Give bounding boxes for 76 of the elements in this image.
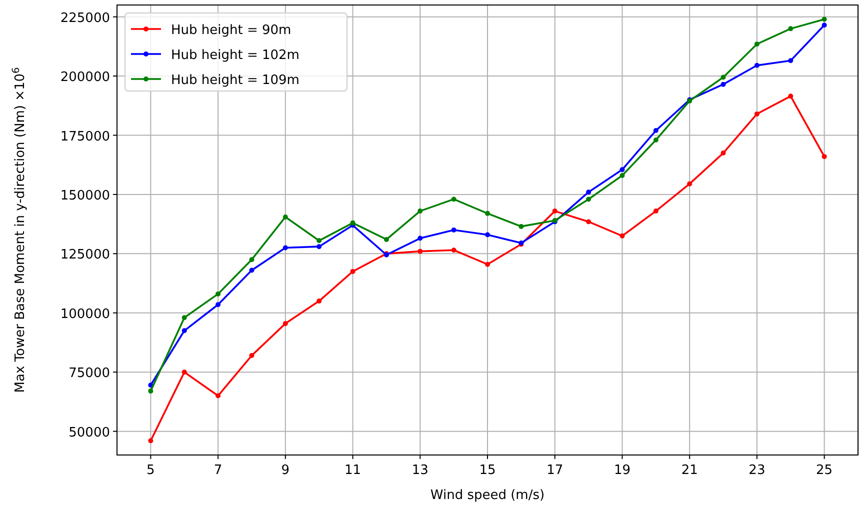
- point: [754, 62, 760, 68]
- point: [148, 388, 154, 394]
- point: [148, 438, 154, 444]
- legend-label: Hub height = 109m: [171, 73, 300, 88]
- point: [282, 214, 288, 220]
- point: [249, 353, 254, 358]
- y-tick-label: 50000: [68, 425, 110, 440]
- point: [485, 262, 490, 267]
- point: [822, 154, 827, 160]
- point: [788, 58, 794, 64]
- y-tick-label: 75000: [68, 366, 110, 382]
- y-tick-label: 125000: [60, 248, 110, 263]
- point: [720, 150, 726, 156]
- point: [687, 181, 692, 186]
- point: [182, 370, 187, 375]
- point: [788, 26, 794, 32]
- point: [720, 82, 726, 87]
- point: [384, 236, 389, 242]
- point: [518, 224, 524, 229]
- point: [552, 208, 558, 214]
- point: [653, 208, 658, 214]
- point: [282, 321, 288, 326]
- point: [451, 196, 456, 202]
- y-tick-label: 200000: [60, 70, 110, 86]
- x-tick-label: 9: [281, 463, 290, 478]
- point: [485, 210, 490, 216]
- point: [216, 302, 221, 308]
- x-tick-label: 7: [214, 463, 222, 478]
- point: [182, 315, 187, 320]
- point: [586, 196, 592, 202]
- point: [620, 173, 625, 178]
- point: [586, 190, 592, 195]
- point: [216, 291, 221, 296]
- point: [451, 248, 456, 253]
- point: [316, 244, 322, 250]
- y-tick-label: 225000: [60, 10, 110, 26]
- point: [754, 42, 760, 47]
- point: [249, 257, 254, 262]
- point: [282, 245, 288, 250]
- legend-label: Hub height = 102m: [171, 48, 300, 63]
- point: [620, 233, 625, 238]
- point: [316, 298, 322, 304]
- point: [418, 236, 423, 241]
- point: [350, 220, 356, 226]
- point: [451, 228, 456, 232]
- point: [485, 232, 490, 238]
- point: [653, 128, 658, 134]
- point: [822, 22, 827, 28]
- point: [586, 219, 592, 224]
- point: [216, 393, 221, 398]
- x-tick-label: 19: [614, 463, 630, 478]
- x-tick-label: 13: [412, 463, 428, 478]
- x-tick-label: 11: [344, 463, 362, 478]
- x-tick-label: 23: [748, 463, 766, 478]
- point: [620, 167, 625, 172]
- x-tick-label: 5: [146, 463, 155, 478]
- y-tick-label: 150000: [60, 188, 110, 204]
- point: [182, 328, 187, 334]
- x-tick-label: 25: [816, 463, 833, 478]
- x-axis-title: Wind speed (m/s): [430, 488, 545, 503]
- point: [249, 268, 254, 273]
- point: [316, 238, 322, 244]
- y-tick-label: 100000: [60, 306, 110, 322]
- legend-label: Hub height = 90m: [171, 23, 292, 38]
- x-tick-label: 21: [681, 463, 698, 478]
- point: [754, 111, 760, 116]
- x-tick-label: 17: [546, 463, 564, 478]
- point: [653, 138, 658, 142]
- point: [418, 208, 423, 214]
- y-tick-label: 175000: [60, 129, 110, 144]
- point: [720, 74, 726, 80]
- point: [788, 94, 794, 99]
- point: [418, 248, 423, 254]
- point: [350, 268, 356, 274]
- point: [822, 16, 827, 22]
- x-tick-label: 15: [479, 463, 496, 478]
